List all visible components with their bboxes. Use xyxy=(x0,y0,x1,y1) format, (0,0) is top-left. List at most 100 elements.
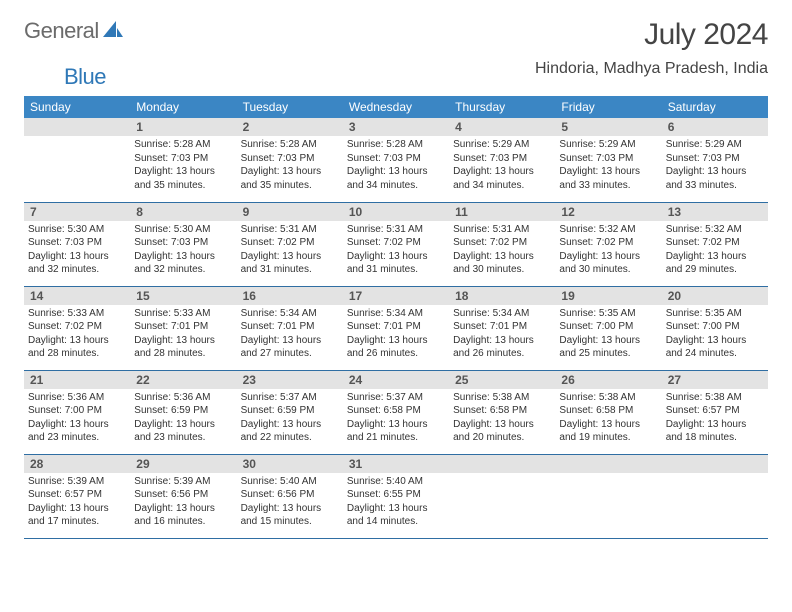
daylight-line: Daylight: 13 hours and 35 minutes. xyxy=(241,166,322,191)
daylight-line: Daylight: 13 hours and 26 minutes. xyxy=(453,335,534,360)
day-number: 20 xyxy=(662,287,768,305)
day-number: 2 xyxy=(237,118,343,136)
sunset-line: Sunset: 7:01 PM xyxy=(241,321,315,332)
sunrise-line: Sunrise: 5:36 AM xyxy=(28,392,104,403)
day-info: Sunrise: 5:38 AMSunset: 6:57 PMDaylight:… xyxy=(662,389,768,445)
calendar-cell: 30Sunrise: 5:40 AMSunset: 6:56 PMDayligh… xyxy=(237,454,343,538)
calendar-cell: 17Sunrise: 5:34 AMSunset: 7:01 PMDayligh… xyxy=(343,286,449,370)
daylight-line: Daylight: 13 hours and 21 minutes. xyxy=(347,419,428,444)
weekday-header: Saturday xyxy=(662,96,768,118)
calendar-cell xyxy=(449,454,555,538)
daylight-line: Daylight: 13 hours and 35 minutes. xyxy=(134,166,215,191)
calendar-cell: 2 Sunrise: 5:28 AM Sunset: 7:03 PM Daylight… xyxy=(237,118,343,202)
brand-text-blue: Blue xyxy=(64,64,106,90)
sunset-line: Sunset: 6:55 PM xyxy=(347,489,421,500)
sunset-line: Sunset: 7:03 PM xyxy=(666,153,740,164)
sunset-line: Sunset: 7:03 PM xyxy=(241,153,315,164)
sunrise-line: Sunrise: 5:28 AM xyxy=(347,139,423,150)
sunrise-line: Sunrise: 5:39 AM xyxy=(28,476,104,487)
day-info: Sunrise: 5:37 AM Sunset: 6:58 PM Daylight:… xyxy=(343,389,449,445)
calendar-cell: 25Sunrise: 5:38 AMSunset: 6:58 PMDayligh… xyxy=(449,370,555,454)
daylight-line: Daylight: 13 hours and 30 minutes. xyxy=(453,251,534,276)
day-info: Sunrise: 5:40 AMSunset: 6:56 PMDaylight:… xyxy=(237,473,343,529)
sunrise-line: Sunrise: 5:34 AM xyxy=(241,308,317,319)
day-info: Sunrise: 5:34 AMSunset: 7:01 PMDaylight:… xyxy=(449,305,555,361)
day-number: 23 xyxy=(237,371,343,389)
sunrise-line: Sunrise: 5:38 AM xyxy=(453,392,529,403)
day-info: Sunrise: 5:34 AMSunset: 7:01 PMDaylight:… xyxy=(343,305,449,361)
sunset-line: Sunset: 7:02 PM xyxy=(28,321,102,332)
calendar-cell xyxy=(662,454,768,538)
sunset-line: Sunset: 7:03 PM xyxy=(134,153,208,164)
day-info: Sunrise: 5:33 AMSunset: 7:01 PMDaylight:… xyxy=(130,305,236,361)
sunrise-line: Sunrise: 5:38 AM xyxy=(559,392,635,403)
sunset-line: Sunset: 7:03 PM xyxy=(28,237,102,248)
day-info: Sunrise: 5:38 AMSunset: 6:58 PMDaylight:… xyxy=(555,389,661,445)
sunrise-line: Sunrise: 5:32 AM xyxy=(559,224,635,235)
sunset-line: Sunset: 7:02 PM xyxy=(241,237,315,248)
calendar-cell: 22Sunrise: 5:36 AMSunset: 6:59 PMDayligh… xyxy=(130,370,236,454)
weekday-header: Sunday xyxy=(24,96,130,118)
sunrise-line: Sunrise: 5:29 AM xyxy=(559,139,635,150)
daylight-line: Daylight: 13 hours and 34 minutes. xyxy=(453,166,534,191)
calendar-cell: 12Sunrise: 5:32 AMSunset: 7:02 PMDayligh… xyxy=(555,202,661,286)
day-number: 17 xyxy=(343,287,449,305)
daylight-line: Daylight: 13 hours and 31 minutes. xyxy=(241,251,322,276)
sunrise-line: Sunrise: 5:38 AM xyxy=(666,392,742,403)
sunrise-line: Sunrise: 5:37 AM xyxy=(347,392,423,403)
day-info: Sunrise: 5:29 AMSunset: 7:03 PMDaylight:… xyxy=(555,136,661,192)
day-number: 15 xyxy=(130,287,236,305)
sunset-line: Sunset: 6:56 PM xyxy=(241,489,315,500)
sunset-line: Sunset: 7:02 PM xyxy=(559,237,633,248)
sunset-line: Sunset: 6:58 PM xyxy=(347,405,421,416)
calendar-cell: 6Sunrise: 5:29 AMSunset: 7:03 PMDaylight… xyxy=(662,118,768,202)
sunrise-line: Sunrise: 5:33 AM xyxy=(28,308,104,319)
sunset-line: Sunset: 7:02 PM xyxy=(666,237,740,248)
location-subtitle: Hindoria, Madhya Pradesh, India xyxy=(535,60,768,78)
calendar-cell: 1Sunrise: 5:28 AMSunset: 7:03 PMDaylight… xyxy=(130,118,236,202)
daylight-line: Daylight: 13 hours and 33 minutes. xyxy=(666,166,747,191)
daylight-line: Daylight: 13 hours and 20 minutes. xyxy=(453,419,534,444)
day-number: 5 xyxy=(555,118,661,136)
daylight-line: Daylight: 13 hours and 15 minutes. xyxy=(241,503,322,528)
day-number: 28 xyxy=(24,455,130,473)
calendar-cell: 5Sunrise: 5:29 AMSunset: 7:03 PMDaylight… xyxy=(555,118,661,202)
day-number xyxy=(555,455,661,473)
day-number: 16 xyxy=(237,287,343,305)
day-number: 3 xyxy=(343,118,449,136)
sunrise-line: Sunrise: 5:31 AM xyxy=(453,224,529,235)
day-info: Sunrise: 5:36 AMSunset: 7:00 PMDaylight:… xyxy=(24,389,130,445)
day-number: 21 xyxy=(24,371,130,389)
calendar-cell: 15Sunrise: 5:33 AMSunset: 7:01 PMDayligh… xyxy=(130,286,236,370)
sunrise-line: Sunrise: 5:28 AM xyxy=(241,139,317,150)
sunset-line: Sunset: 6:59 PM xyxy=(241,405,315,416)
day-info: Sunrise: 5:31 AMSunset: 7:02 PMDaylight:… xyxy=(449,221,555,277)
calendar-cell: 4Sunrise: 5:29 AMSunset: 7:03 PMDaylight… xyxy=(449,118,555,202)
sunset-line: Sunset: 6:59 PM xyxy=(134,405,208,416)
calendar-cell: 11Sunrise: 5:31 AMSunset: 7:02 PMDayligh… xyxy=(449,202,555,286)
day-info: Sunrise: 5:39 AMSunset: 6:57 PMDaylight:… xyxy=(24,473,130,529)
calendar-cell: 26Sunrise: 5:38 AMSunset: 6:58 PMDayligh… xyxy=(555,370,661,454)
day-info: Sunrise: 5:30 AMSunset: 7:03 PMDaylight:… xyxy=(130,221,236,277)
day-info: Sunrise: 5:29 AMSunset: 7:03 PMDaylight:… xyxy=(662,136,768,192)
day-info: Sunrise: 5:31 AMSunset: 7:02 PMDaylight:… xyxy=(343,221,449,277)
sunrise-line: Sunrise: 5:35 AM xyxy=(666,308,742,319)
day-info: Sunrise: 5:32 AMSunset: 7:02 PMDaylight:… xyxy=(662,221,768,277)
day-info: Sunrise: 5:34 AMSunset: 7:01 PMDaylight:… xyxy=(237,305,343,361)
daylight-line: Daylight: 13 hours and 28 minutes. xyxy=(28,335,109,360)
weekday-header: Monday xyxy=(130,96,236,118)
calendar-cell: 24Sunrise: 5:37 AMSunset: 6:58 PMDayligh… xyxy=(343,370,449,454)
day-number: 11 xyxy=(449,203,555,221)
calendar-table: SundayMondayTuesdayWednesdayThursdayFrid… xyxy=(24,96,768,539)
daylight-line: Daylight: 13 hours and 34 minutes. xyxy=(347,166,428,191)
calendar-cell: 16Sunrise: 5:34 AMSunset: 7:01 PMDayligh… xyxy=(237,286,343,370)
month-title: July 2024 xyxy=(535,18,768,52)
day-number: 27 xyxy=(662,371,768,389)
day-info: Sunrise: 5:31 AMSunset: 7:02 PMDaylight:… xyxy=(237,221,343,277)
calendar-cell: 31Sunrise: 5:40 AMSunset: 6:55 PMDayligh… xyxy=(343,454,449,538)
day-number: 29 xyxy=(130,455,236,473)
calendar-cell: 8Sunrise: 5:30 AMSunset: 7:03 PMDaylight… xyxy=(130,202,236,286)
daylight-line: Daylight: 13 hours and 24 minutes. xyxy=(666,335,747,360)
sunset-line: Sunset: 7:02 PM xyxy=(347,237,421,248)
sunrise-line: Sunrise: 5:37 AM xyxy=(241,392,317,403)
